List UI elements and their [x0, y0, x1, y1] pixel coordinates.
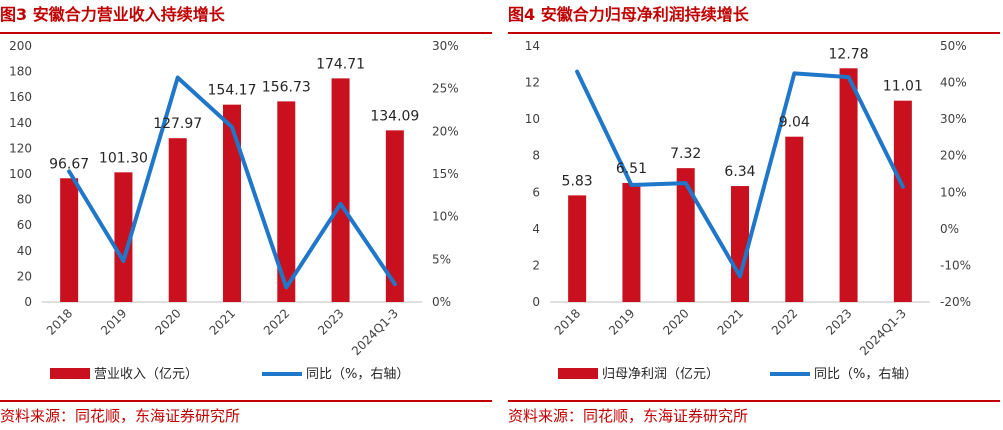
left-axis-tick-label: 8 [532, 149, 540, 163]
x-tick-label: 2018 [552, 306, 583, 337]
right-axis-tick-label: 20% [432, 124, 459, 138]
x-tick-label: 2024Q1-3 [857, 306, 909, 358]
bar-data-label: 127.97 [153, 116, 202, 132]
bar-data-label: 101.30 [99, 150, 148, 166]
bar-data-label: 96.67 [49, 156, 89, 172]
right-axis-tick-label: 0% [940, 222, 959, 236]
bar [622, 182, 641, 302]
bar-data-label: 11.01 [883, 79, 923, 95]
x-tick-label: 2024Q1-3 [349, 306, 401, 358]
bar [893, 100, 912, 302]
net-profit-chart: 0 2 4 6 8 10 12 14 -20% -10% 0% 10% 20% 30% 40% 50% 5.83… [525, 39, 971, 382]
bar-data-label: 6.51 [616, 161, 647, 177]
left-axis-tick-label: 12 [525, 76, 540, 90]
source-divider [0, 400, 492, 402]
bar [731, 186, 749, 302]
bar-data-label: 154.17 [208, 83, 257, 99]
source-note: 资料来源：同花顺，东海证券研究所 [508, 407, 749, 425]
right-axis-tick-label: 15% [432, 167, 459, 181]
right-axis-tick-label: 20% [940, 149, 967, 163]
left-axis-tick-label: 0 [24, 295, 32, 309]
right-axis-tick-label: 25% [432, 82, 459, 96]
revenue-chart: 0 20 40 60 80 100 120 140 160 180 200 0% 5% 10% 15% 20%… [9, 39, 459, 382]
x-tick-label: 2018 [44, 306, 75, 337]
title-divider [508, 32, 1000, 34]
left-axis-tick-label: 120 [9, 141, 32, 155]
left-axis-tick-label: 80 [17, 193, 32, 207]
bar-data-label: 9.04 [779, 115, 810, 131]
x-tick-label: 2022 [769, 306, 800, 337]
left-axis-tick-label: 100 [9, 167, 32, 181]
source-divider [508, 400, 1000, 402]
bar-data-label: 174.71 [316, 56, 365, 72]
left-axis-tick-label: 140 [9, 116, 32, 130]
chart-panel-net-profit: 图4 安徽合力归母净利润持续增长 0 2 4 6 8 10 12 14 -20% -10% 0% 10… [508, 0, 1000, 430]
legend-line-label: 同比（%，右轴） [814, 367, 917, 382]
right-axis-tick-label: -10% [940, 258, 971, 272]
right-axis-tick-label: -20% [940, 295, 971, 309]
left-axis-tick-label: 10 [525, 112, 540, 126]
bar [331, 78, 350, 302]
legend-line-label: 同比（%，右轴） [306, 367, 409, 382]
left-axis-tick-label: 0 [532, 295, 540, 309]
bar [839, 68, 858, 303]
bar-data-label: 7.32 [670, 146, 701, 162]
bar-data-label: 12.78 [829, 46, 869, 62]
x-tick-label: 2023 [823, 306, 854, 337]
x-tick-label: 2019 [606, 306, 637, 337]
left-axis-tick-label: 2 [532, 258, 540, 272]
right-axis-tick-label: 50% [940, 39, 967, 53]
bar [385, 130, 404, 302]
chart-title: 图3 安徽合力营业收入持续增长 [0, 5, 225, 24]
left-axis-tick-label: 6 [532, 185, 540, 199]
legend-bar-label: 营业收入（亿元） [94, 367, 198, 382]
left-axis-tick-label: 200 [9, 39, 32, 53]
bar-data-label: 134.09 [370, 108, 419, 124]
x-tick-label: 2020 [660, 306, 691, 337]
left-axis-tick-label: 60 [17, 218, 32, 232]
bar [60, 178, 79, 302]
right-axis-tick-label: 30% [432, 39, 459, 53]
chart-panel-revenue: 图3 安徽合力营业收入持续增长 0 20 40 60 80 100 120 140 160 180… [0, 0, 492, 430]
chart-title: 图4 安徽合力归母净利润持续增长 [508, 5, 749, 24]
x-tick-label: 2023 [315, 306, 346, 337]
left-axis-tick-label: 20 [17, 269, 32, 283]
bar [168, 138, 187, 302]
right-axis-tick-label: 40% [940, 76, 967, 90]
bar [676, 168, 695, 302]
right-axis-tick-label: 30% [940, 112, 967, 126]
right-axis-tick-label: 0% [432, 295, 451, 309]
x-tick-label: 2021 [715, 306, 746, 337]
bar-data-label: 5.83 [562, 173, 593, 189]
left-axis-tick-label: 180 [9, 65, 32, 79]
bar-data-label: 156.73 [262, 79, 311, 95]
left-axis-tick-label: 14 [525, 39, 540, 53]
title-divider [0, 32, 492, 34]
bar [223, 104, 241, 302]
x-tick-label: 2019 [98, 306, 129, 337]
left-axis-tick-label: 160 [9, 90, 32, 104]
bar [568, 195, 587, 302]
legend-bar-label: 归母净利润（亿元） [602, 367, 719, 382]
bar-data-label: 6.34 [724, 164, 755, 180]
left-axis-tick-label: 40 [17, 244, 32, 258]
legend-bar-swatch [50, 368, 90, 379]
source-note: 资料来源：同花顺，东海证券研究所 [0, 407, 241, 425]
bar [785, 136, 804, 302]
bar [114, 172, 133, 302]
x-tick-label: 2021 [207, 306, 238, 337]
bar [277, 101, 296, 303]
x-tick-label: 2022 [261, 306, 292, 337]
x-tick-label: 2020 [152, 306, 183, 337]
right-axis-tick-label: 10% [940, 185, 967, 199]
right-axis-tick-label: 10% [432, 210, 459, 224]
right-axis-tick-label: 5% [432, 252, 451, 266]
left-axis-tick-label: 4 [532, 222, 540, 236]
legend-bar-swatch [558, 368, 598, 379]
